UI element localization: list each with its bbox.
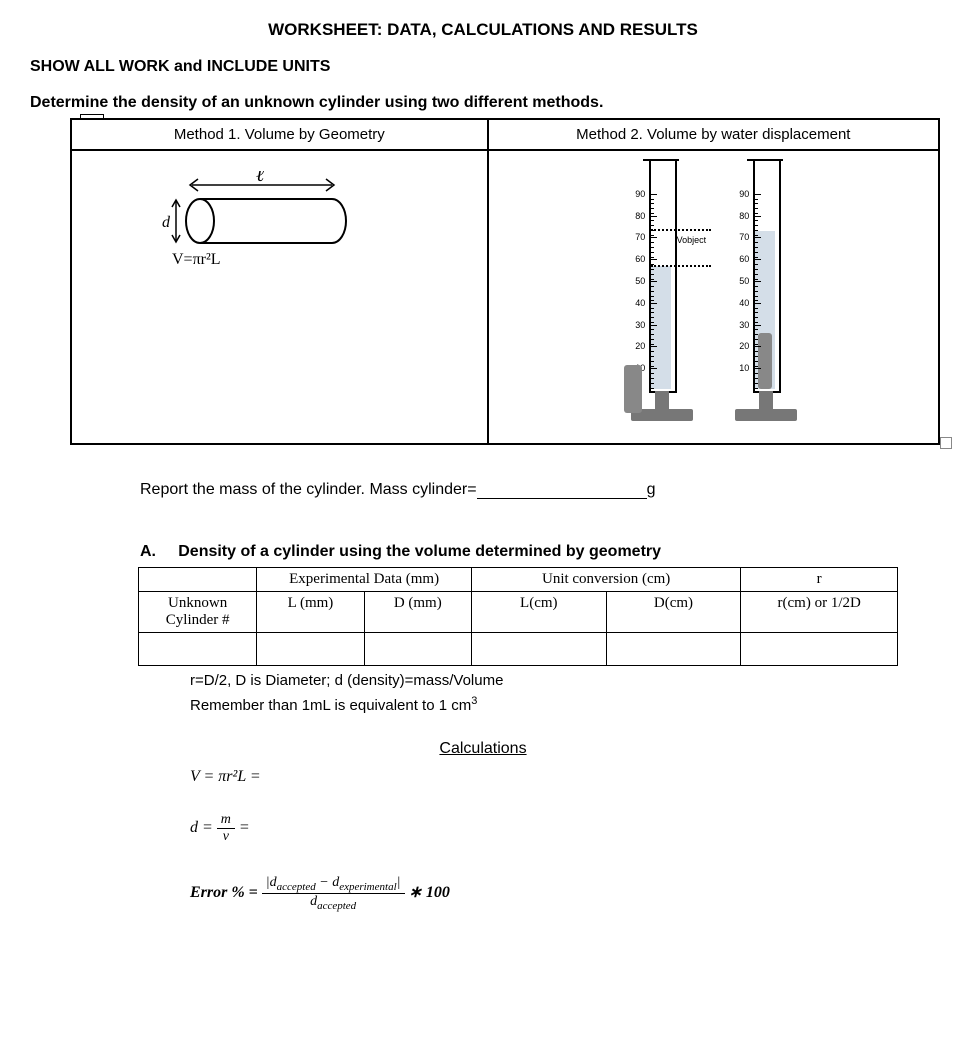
section-a-label: A. (140, 543, 156, 560)
determine-text: Determine the density of an unknown cyli… (30, 94, 603, 111)
tick-label: 30 (731, 320, 749, 330)
tick-label: 80 (731, 211, 749, 221)
grad-cylinder-right: 908070605040302010 (743, 161, 787, 421)
mass-prefix: Report the mass of the cylinder. Mass cy… (140, 481, 477, 498)
cell-blank[interactable] (741, 633, 898, 666)
tick-label: 60 (731, 254, 749, 264)
note2-sup: 3 (471, 695, 477, 707)
cylinder-svg: ℓ d (132, 171, 372, 281)
formula-error: Error % = |daccepted − dexperimental| da… (190, 875, 936, 912)
tick-label: 50 (731, 276, 749, 286)
tick-label: 90 (731, 189, 749, 199)
show-work-line: SHOW ALL WORK and INCLUDE UNITS (30, 58, 936, 76)
err-den: daccepted (262, 894, 405, 912)
determine-line: Determine the density of an unknown cyli… (30, 94, 936, 112)
svg-text:ℓ: ℓ (256, 171, 265, 186)
cell-blank[interactable] (606, 633, 741, 666)
tick-label: 20 (731, 341, 749, 351)
tick-label: 20 (627, 341, 645, 351)
col-lmm: L (mm) (257, 592, 364, 633)
table-resize-handle-icon (940, 437, 952, 449)
d-num: m (217, 812, 235, 829)
col-lcm: L(cm) (471, 592, 606, 633)
grad-cylinders-wrap: 908070605040302010 908070605040302010 Vo… (499, 157, 928, 431)
cylinder-diagram: ℓ d (132, 171, 372, 281)
err-tail: ∗ 100 (409, 884, 450, 901)
worksheet-title: WORKSHEET: DATA, CALCULATIONS AND RESULT… (30, 20, 936, 40)
dash-top (651, 229, 711, 231)
tick-label: 80 (627, 211, 645, 221)
cell-blank[interactable] (257, 633, 364, 666)
formula-volume: V = πr²L = (190, 768, 936, 786)
cell-blank[interactable] (364, 633, 471, 666)
note-line-1: r=D/2, D is Diameter; d (density)=mass/V… (190, 672, 936, 689)
section-a-text: Density of a cylinder using the volume d… (178, 543, 661, 560)
data-table-a: Experimental Data (mm) Unit conversion (… (138, 567, 898, 666)
d-eq: = (239, 819, 250, 836)
mass-report-line: Report the mass of the cylinder. Mass cy… (140, 481, 936, 499)
err-num: |daccepted − dexperimental| (262, 875, 405, 894)
formula-density: d = m v = (190, 812, 936, 845)
cell-blank[interactable] (139, 633, 257, 666)
err-lhs: Error % = (190, 884, 258, 901)
note2-text: Remember than 1mL is equivalent to 1 cm (190, 697, 471, 714)
th-unitconv: Unit conversion (cm) (471, 568, 740, 592)
tick-label: 40 (731, 298, 749, 308)
d-den: v (217, 829, 235, 845)
dash-bottom (651, 265, 711, 267)
method2-header: Method 2. Volume by water displacement (488, 119, 939, 150)
calculations-header: Calculations (30, 740, 936, 758)
cell-blank[interactable] (471, 633, 606, 666)
v-object-label: Vobject (677, 235, 707, 245)
tick-label: 70 (627, 232, 645, 242)
tick-label: 60 (627, 254, 645, 264)
th-r: r (741, 568, 898, 592)
d-lhs: d = (190, 819, 213, 836)
svg-text:d: d (162, 214, 171, 231)
method1-header: Method 1. Volume by Geometry (71, 119, 488, 150)
tick-label: 70 (731, 232, 749, 242)
col-dcm: D(cm) (606, 592, 741, 633)
standalone-object (624, 365, 642, 413)
tick-label: 50 (627, 276, 645, 286)
method2-cell: 908070605040302010 908070605040302010 Vo… (488, 150, 939, 444)
mass-unit: g (647, 481, 656, 498)
col-rcm: r(cm) or 1/2D (741, 592, 898, 633)
mass-blank[interactable] (477, 484, 647, 499)
note-line-2: Remember than 1mL is equivalent to 1 cm3 (190, 695, 936, 714)
volume-formula-geom: V=πr²L (172, 251, 221, 269)
th-experimental: Experimental Data (mm) (257, 568, 472, 592)
col-unknown: Unknown Cylinder # (139, 592, 257, 633)
methods-table: Method 1. Volume by Geometry Method 2. V… (70, 118, 940, 445)
col-dmm: D (mm) (364, 592, 471, 633)
tick-label: 90 (627, 189, 645, 199)
tick-label: 30 (627, 320, 645, 330)
section-a-heading: A. Density of a cylinder using the volum… (140, 543, 936, 561)
grad-cylinder-left: 908070605040302010 (639, 161, 683, 421)
tick-label: 10 (731, 363, 749, 373)
tick-label: 40 (627, 298, 645, 308)
method1-cell: ℓ d V=πr²L (71, 150, 488, 444)
